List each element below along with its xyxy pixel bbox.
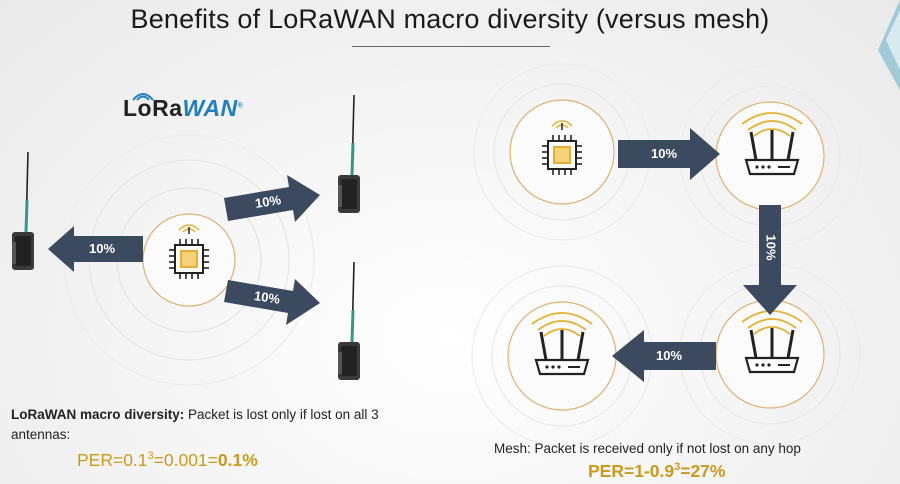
per-right-result: =27% xyxy=(680,461,726,481)
slide-title: Benefits of LoRaWAN macro diversity (ver… xyxy=(130,4,770,34)
corner-decoration xyxy=(878,0,900,90)
mesh-caption: Mesh: Packet is received only if not los… xyxy=(494,441,801,456)
per-left-result: 0.1% xyxy=(217,450,258,470)
lorawan-logo: LoRaWAN® xyxy=(123,95,243,122)
per-right-prefix: PER=1-0.9 xyxy=(588,461,675,481)
per-right-exponent: 3 xyxy=(674,461,681,474)
right-background-rings xyxy=(471,63,861,447)
lorawan-caption-bold: LoRaWAN macro diversity: xyxy=(11,407,185,422)
per-left-prefix: PER=0.1 xyxy=(77,450,148,470)
per-left-mid: =0.001= xyxy=(153,450,218,470)
gateway-icon-bottom xyxy=(336,260,362,382)
per-left-exponent: 3 xyxy=(147,450,154,463)
arrow-down-right xyxy=(224,279,320,325)
logo-wan-text: WAN xyxy=(182,95,238,121)
lora-wave-icon xyxy=(132,93,154,101)
lorawan-caption-text: Packet is lost only if lost on all 3 ant… xyxy=(11,407,379,442)
mesh-arrow-left-label: 10% xyxy=(656,348,683,363)
mesh-arrow-right-label: 10% xyxy=(651,146,678,161)
mesh-arrow-down-label: 10% xyxy=(763,234,779,261)
mesh-arrow-right xyxy=(618,128,720,180)
logo-lora-text: LoRa xyxy=(123,95,183,121)
arrow-up-right xyxy=(224,175,320,222)
title-underline xyxy=(352,46,550,47)
arrow-left xyxy=(48,226,143,272)
logo-registered-mark: ® xyxy=(237,102,244,110)
lorawan-per-formula: PER=0.13=0.001=0.1% xyxy=(77,450,258,471)
gateway-icon-top xyxy=(336,93,362,215)
arrow-left-label: 10% xyxy=(89,241,116,256)
gateway-icon-left xyxy=(10,150,36,272)
lorawan-caption: LoRaWAN macro diversity: Packet is lost … xyxy=(11,405,391,445)
mesh-arrow-left xyxy=(612,330,716,382)
mesh-arrow-down xyxy=(743,205,797,315)
mesh-per-formula: PER=1-0.93=27% xyxy=(588,461,725,482)
